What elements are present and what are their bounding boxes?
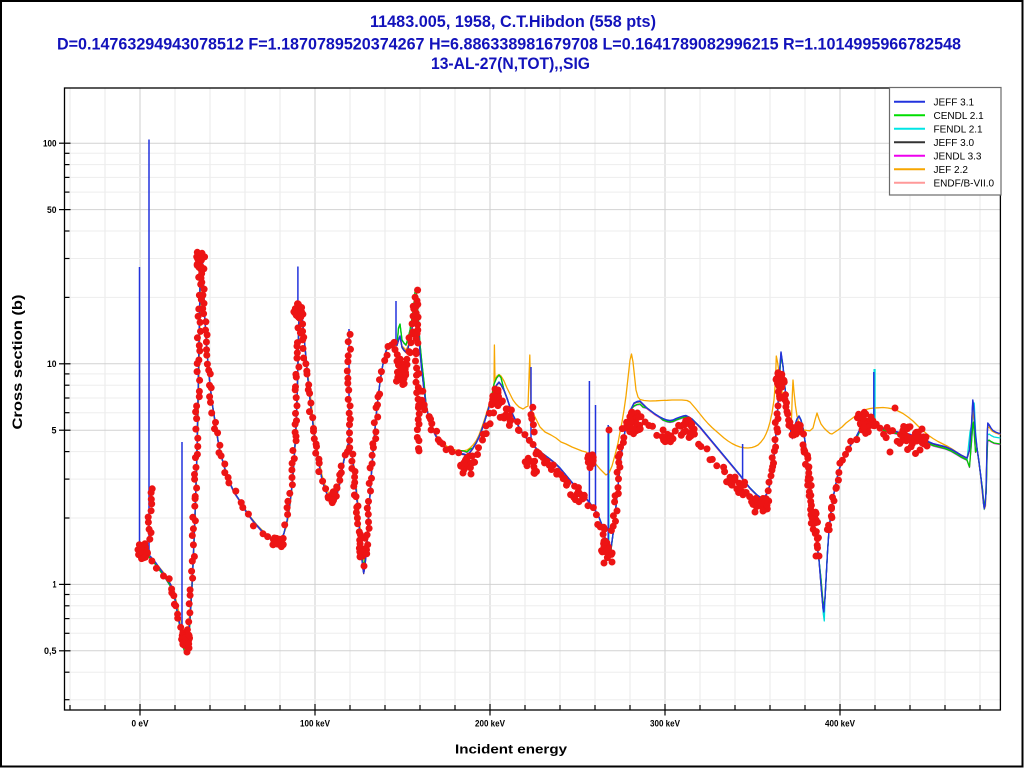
svg-text:50: 50 <box>47 205 57 216</box>
svg-text:5: 5 <box>52 426 58 437</box>
svg-text:D=0.14763294943078512 F=1.1870: D=0.14763294943078512 F=1.18707895203742… <box>57 35 961 54</box>
svg-text:400 keV: 400 keV <box>825 719 856 730</box>
svg-text:10: 10 <box>47 359 57 370</box>
svg-text:ENDF/B-VII.0: ENDF/B-VII.0 <box>934 178 995 189</box>
svg-text:Cross section (b): Cross section (b) <box>10 295 25 430</box>
svg-text:200 keV: 200 keV <box>475 719 506 730</box>
svg-text:100: 100 <box>43 139 57 150</box>
svg-text:1: 1 <box>53 580 58 591</box>
svg-text:JEFF 3.1: JEFF 3.1 <box>934 97 975 108</box>
svg-text:0,5: 0,5 <box>44 646 57 657</box>
svg-text:Incident energy: Incident energy <box>455 742 568 757</box>
svg-text:JEF 2.2: JEF 2.2 <box>934 165 969 176</box>
svg-text:FENDL 2.1: FENDL 2.1 <box>934 124 984 135</box>
svg-text:JEFF 3.0: JEFF 3.0 <box>934 138 975 149</box>
svg-text:CENDL 2.1: CENDL 2.1 <box>934 111 985 122</box>
svg-text:0 eV: 0 eV <box>132 719 150 730</box>
svg-text:JENDL 3.3: JENDL 3.3 <box>934 151 982 162</box>
svg-text:100 keV: 100 keV <box>300 719 331 730</box>
svg-text:13-AL-27(N,TOT),,SIG: 13-AL-27(N,TOT),,SIG <box>431 54 590 73</box>
svg-text:11483.005, 1958, C.T.Hibdon (5: 11483.005, 1958, C.T.Hibdon (558 pts) <box>370 12 656 31</box>
svg-text:300 keV: 300 keV <box>650 719 681 730</box>
